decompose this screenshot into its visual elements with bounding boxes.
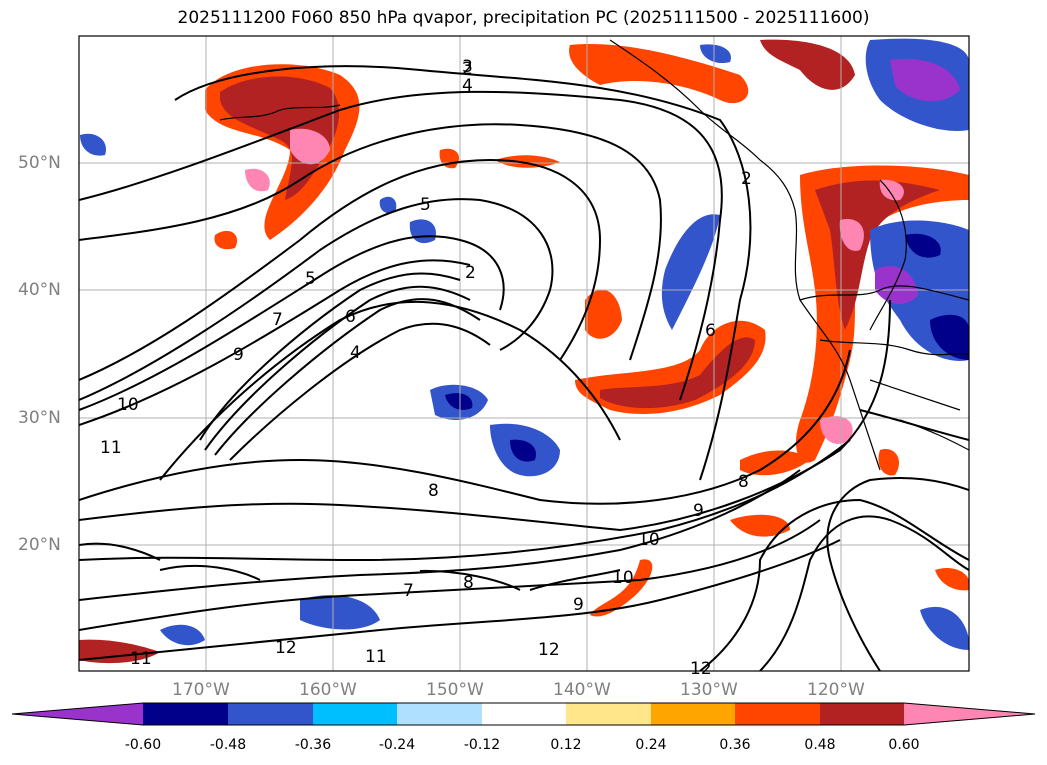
lon-label: 170°W [172, 680, 230, 700]
contour-label: 12 [538, 640, 560, 660]
colorbar-segment [482, 703, 566, 725]
contour-label: 4 [350, 343, 361, 363]
contour-label: 10 [117, 395, 139, 415]
contour-label: 4 [462, 76, 473, 96]
colorbar-tick-label: -0.12 [463, 737, 501, 753]
colorbar-tick-label: -0.60 [124, 737, 162, 753]
contour-label: 9 [233, 345, 244, 365]
contour-label: 3 [462, 57, 473, 77]
contour-label: 6 [345, 307, 356, 327]
colorbar-segment [735, 703, 820, 725]
contour-label: 9 [573, 595, 584, 615]
colorbar-tick-label: 0.24 [635, 737, 667, 753]
lat-label: 30°N [18, 408, 61, 428]
colorbar-segment [397, 703, 482, 725]
colorbar-segment [143, 703, 228, 725]
contour-label: 5 [305, 269, 316, 289]
colorbar [11, 702, 1036, 726]
colorbar-tick-label: -0.48 [209, 737, 247, 753]
contour-label: 8 [428, 481, 439, 501]
lon-label: 130°W [680, 680, 738, 700]
contour-label: 11 [100, 438, 122, 458]
contour-label: 12 [275, 638, 297, 658]
colorbar-tick-label: -0.36 [294, 737, 332, 753]
colorbar-segment [228, 703, 313, 725]
colorbar-segment [566, 703, 651, 725]
lat-label: 50°N [18, 153, 61, 173]
precip-negative-areas [80, 38, 969, 650]
contour-label: 12 [690, 659, 712, 679]
lon-label: 160°W [299, 680, 357, 700]
colorbar-segment [12, 703, 143, 725]
colorbar-outline [11, 702, 1036, 726]
map-title: 2025111200 F060 850 hPa qvapor, precipit… [177, 8, 870, 28]
coastlines [219, 39, 969, 471]
colorbar-tick-label: 0.48 [804, 737, 836, 753]
lat-label: 20°N [18, 535, 61, 555]
contour-label: 11 [130, 649, 152, 669]
map-border [78, 35, 970, 672]
lon-label: 120°W [807, 680, 865, 700]
lat-label: 40°N [18, 280, 61, 300]
contour-label: 7 [403, 581, 414, 601]
contour-label: 2 [462, 59, 473, 79]
colorbar-segment [904, 703, 1035, 725]
colorbar-segment [820, 703, 904, 725]
contour-label: 11 [365, 647, 387, 667]
colorbar-segment [651, 703, 735, 725]
colorbar-segment [313, 703, 397, 725]
contour-label: 7 [272, 310, 283, 330]
contour-label: 5 [420, 195, 431, 215]
colorbar-tick-label: -0.24 [378, 737, 416, 753]
contour-label: 10 [638, 530, 660, 550]
contour-label: 6 [705, 321, 716, 341]
colorbar-tick-label: 0.36 [719, 737, 751, 753]
colorbar-tick-label: 0.12 [550, 737, 582, 753]
contour-label: 10 [612, 568, 634, 588]
lon-label: 140°W [553, 680, 611, 700]
contour-label: 8 [738, 472, 749, 492]
qvapor-contours [79, 65, 969, 671]
contour-label: 2 [465, 263, 476, 283]
contour-label: 8 [463, 573, 474, 593]
contour-label: 9 [693, 501, 704, 521]
contour-label: 2 [741, 169, 752, 189]
contour-label-group: 2 3 4 5 6 7 8 9 10 11 12 2 4 5 6 7 8 9 1… [100, 57, 752, 679]
colorbar-tick-label: 0.60 [888, 737, 920, 753]
lon-label: 150°W [426, 680, 484, 700]
